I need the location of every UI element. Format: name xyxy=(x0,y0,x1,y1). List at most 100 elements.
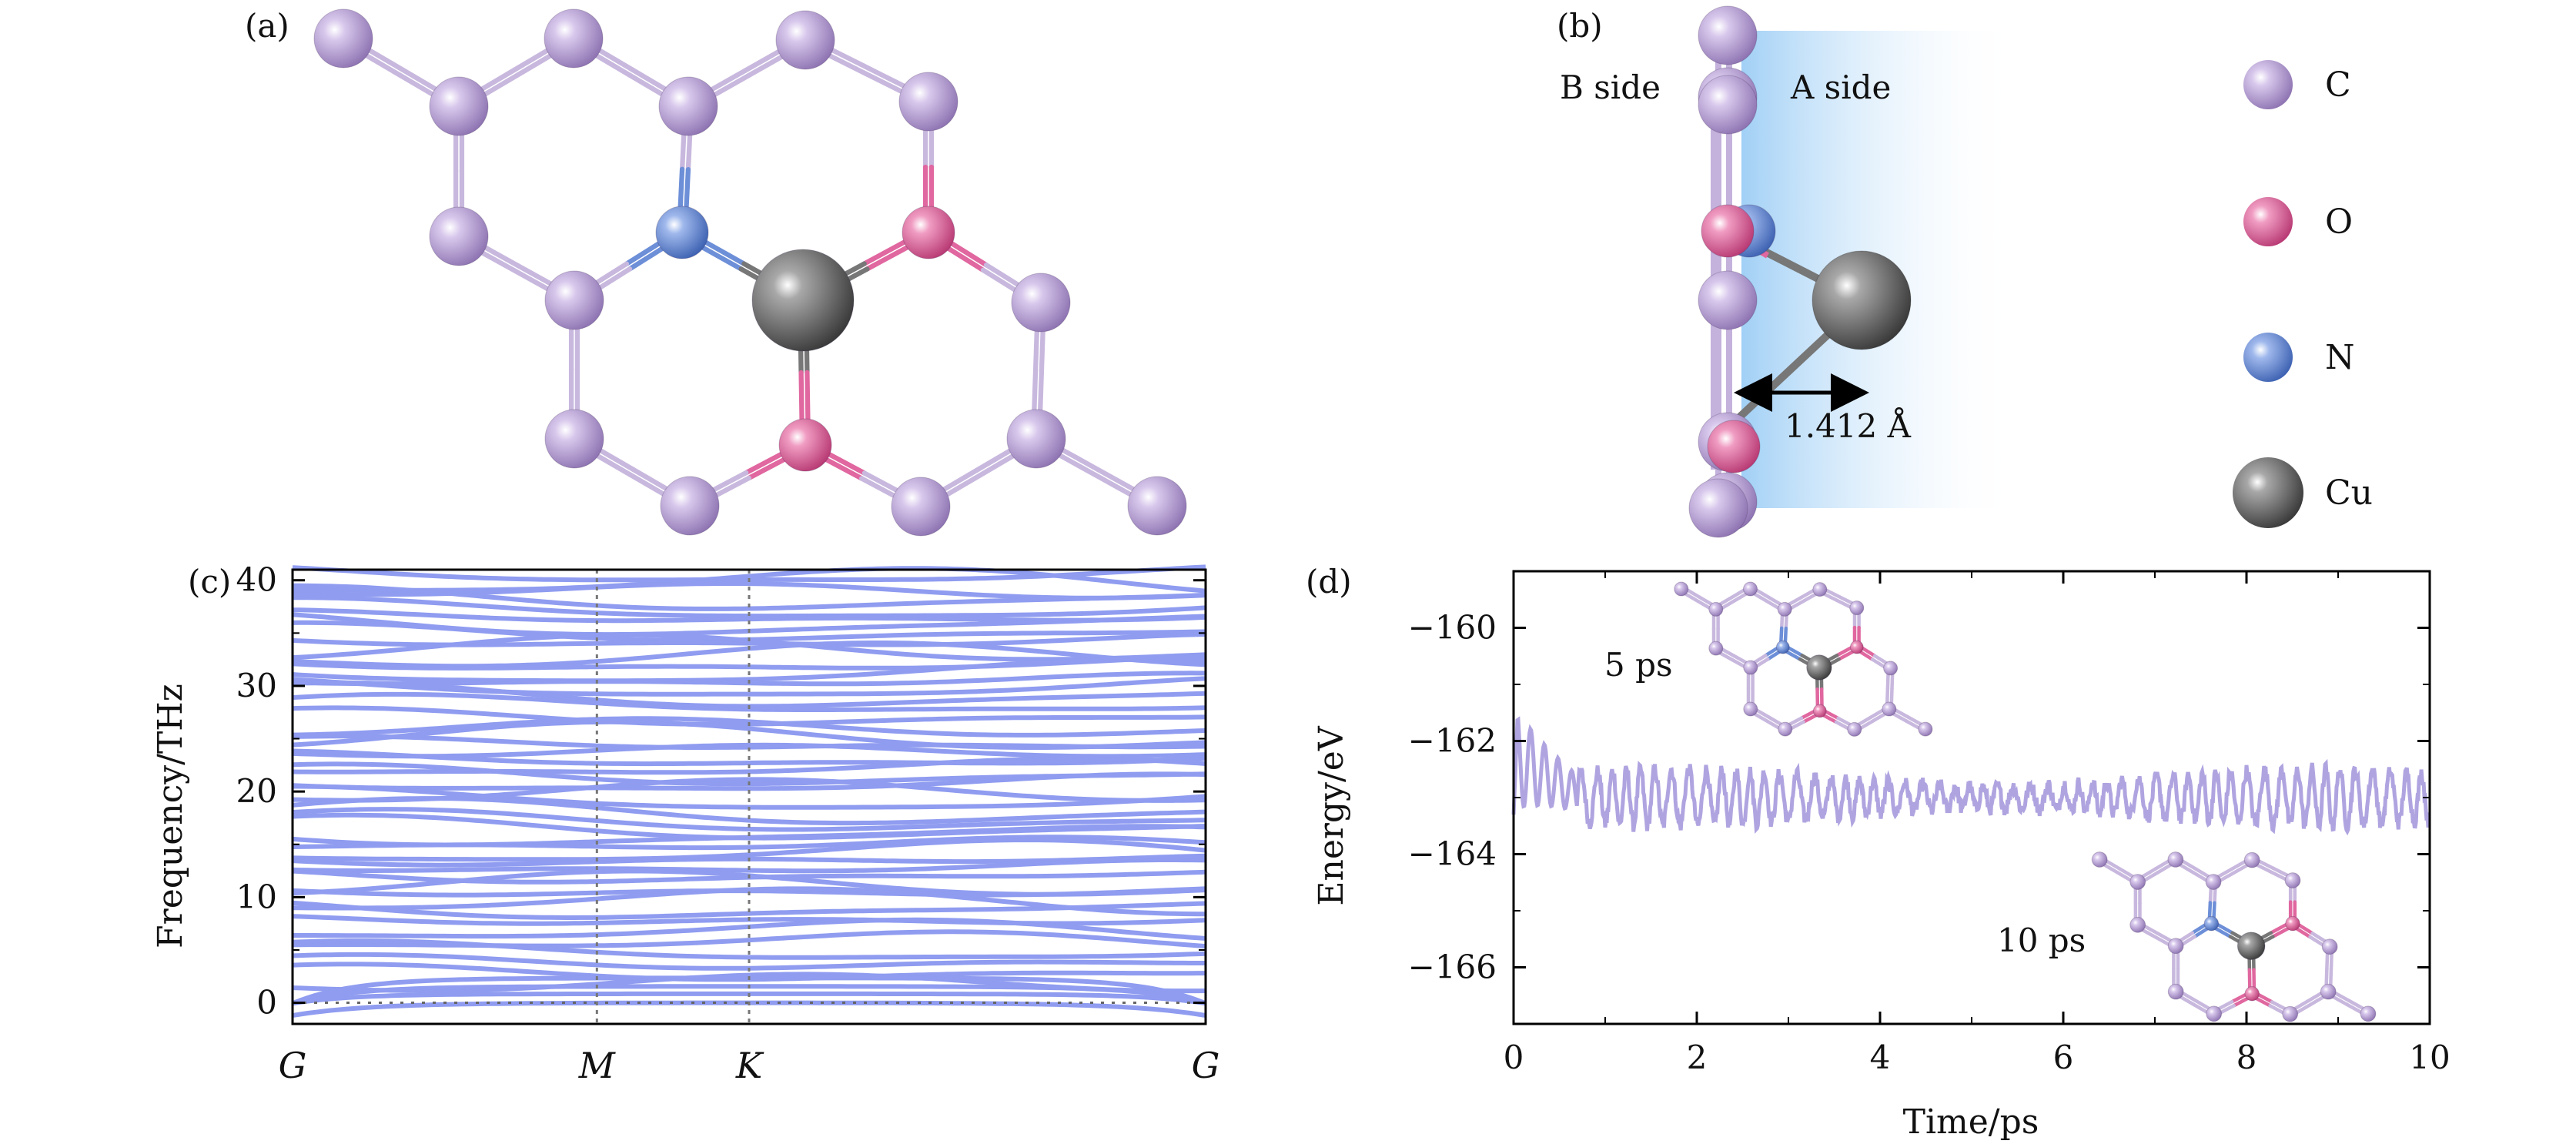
inset10-atom-c xyxy=(2321,938,2338,955)
inset10-atom-o xyxy=(2244,986,2260,1002)
phonon-branch xyxy=(292,566,1206,594)
inset10-atom-c xyxy=(2205,874,2222,890)
inset5-atom-c xyxy=(1847,721,1862,737)
inset-10ps-label: 10 ps xyxy=(1997,922,2086,959)
distance-label: 1.412 Å xyxy=(1785,406,1912,445)
b-atom-c xyxy=(1698,5,1758,65)
y-tick-label: −160 xyxy=(1408,609,1497,647)
d-y-axis-title: Energy/eV xyxy=(1312,725,1351,905)
x-tick-label: 2 xyxy=(1687,1039,1708,1076)
y-tick-label: −164 xyxy=(1408,835,1497,873)
inset5-atom-n xyxy=(1775,640,1790,654)
x-tick-label: 4 xyxy=(1870,1039,1891,1076)
a-atom-c xyxy=(898,72,958,132)
inset10-atom-o xyxy=(2285,915,2300,932)
phonon-branch xyxy=(292,748,1206,767)
phonon-branch xyxy=(293,583,1206,611)
a-atom-c xyxy=(775,10,835,70)
a-atom-c xyxy=(1011,273,1071,333)
a-atom-c xyxy=(660,476,720,536)
c-plot-frame xyxy=(291,568,1207,1025)
inset5-atom-o xyxy=(1812,704,1827,718)
phonon-branch xyxy=(292,938,1206,960)
b-atom-c xyxy=(1698,270,1758,330)
inset5-atom-c xyxy=(1883,661,1899,676)
phonon-branch xyxy=(292,796,1206,826)
a-atom-c xyxy=(313,8,373,69)
panel-a-label: (a) xyxy=(245,7,289,45)
a-atom-c xyxy=(544,409,604,469)
panel-d-label: (d) xyxy=(1306,563,1352,600)
inset10-atom-n xyxy=(2203,915,2220,932)
inset10-atom-c xyxy=(2282,1005,2299,1022)
inset5-atom-o xyxy=(1849,640,1864,654)
y-tick-label: −166 xyxy=(1408,948,1497,986)
inset10-atom-c xyxy=(2091,851,2108,868)
phonon-branch xyxy=(292,835,1206,851)
legend-swatch-o xyxy=(2243,197,2293,246)
x-tick-label: G xyxy=(1192,1045,1220,1086)
inset-molecule-10ps xyxy=(2091,851,2377,1022)
inset5-atom-c xyxy=(1777,601,1792,617)
y-tick-label: 20 xyxy=(236,772,277,810)
phonon-branch xyxy=(292,858,1206,874)
a-atom-c xyxy=(429,206,489,266)
inset5-atom-c xyxy=(1743,660,1758,675)
molecule-side-view xyxy=(1688,5,1912,538)
inset10-atom-cu xyxy=(2236,932,2266,961)
a-atom-c xyxy=(658,76,718,136)
y-tick-label: −162 xyxy=(1408,722,1497,760)
a-atom-c xyxy=(1127,476,1187,536)
x-tick-label: K xyxy=(735,1045,764,1086)
inset5-atom-c xyxy=(1882,701,1897,717)
inset10-atom-c xyxy=(2167,851,2184,868)
energy-chart: −160 −162 −164 −166 0 2 4 6 8 10 xyxy=(1408,570,2451,1076)
legend-label-o: O xyxy=(2325,202,2353,242)
a-atom-c xyxy=(1006,409,1066,469)
legend-label-c: C xyxy=(2325,65,2351,105)
x-tick-label: 6 xyxy=(2053,1039,2074,1076)
inset5-atom-c xyxy=(1778,721,1793,737)
inset10-atom-c xyxy=(2320,983,2337,1000)
inset5-atom-c xyxy=(1708,641,1724,656)
inset5-atom-c xyxy=(1918,721,1933,737)
b-atom-c xyxy=(1688,478,1748,538)
inset5-atom-c xyxy=(1849,600,1865,616)
a-atom-n xyxy=(655,206,709,259)
b-atom-o xyxy=(1701,204,1755,258)
y-tick-label: 0 xyxy=(256,984,277,1022)
c-y-axis-title: Frequency/THz xyxy=(151,684,190,948)
inset5-atom-c xyxy=(1708,601,1724,617)
a-atom-c xyxy=(544,8,604,69)
y-tick-label: 40 xyxy=(236,561,277,599)
phonon-branch xyxy=(292,595,1206,619)
b-atom-c xyxy=(1698,75,1758,135)
legend-label-n: N xyxy=(2325,338,2355,377)
inset5-atom-cu xyxy=(1806,654,1832,681)
phonon-branch xyxy=(292,716,1206,738)
panel-b-label: (b) xyxy=(1557,7,1603,45)
inset5-atom-c xyxy=(1743,581,1758,597)
panel-a: (a) xyxy=(245,7,1187,537)
inset10-atom-c xyxy=(2167,938,2184,955)
panel-b: (b) B side A side 1.412 Å xyxy=(1557,5,2019,538)
a-atom-cu xyxy=(751,249,855,352)
a-atom-o xyxy=(902,206,955,259)
panel-d: (d) Energy/eV Time/ps −160 −162 −164 −166 0 2… xyxy=(1306,563,2451,1142)
phonon-branch xyxy=(292,807,1206,832)
inset5-atom-c xyxy=(1674,581,1689,597)
inset10-atom-c xyxy=(2129,916,2146,933)
y-tick-label: 10 xyxy=(236,878,277,915)
a-atom-o xyxy=(778,418,832,472)
inset-molecule-5ps xyxy=(1674,581,1933,737)
inset-5ps-label: 5 ps xyxy=(1604,646,1673,684)
legend-swatch-n xyxy=(2243,333,2293,382)
a-side-label: A side xyxy=(1790,69,1891,106)
legend: C O N Cu xyxy=(2233,60,2373,528)
a-atom-c xyxy=(429,76,489,136)
inset5-atom-c xyxy=(1812,582,1828,597)
inset10-atom-c xyxy=(2206,1005,2223,1022)
